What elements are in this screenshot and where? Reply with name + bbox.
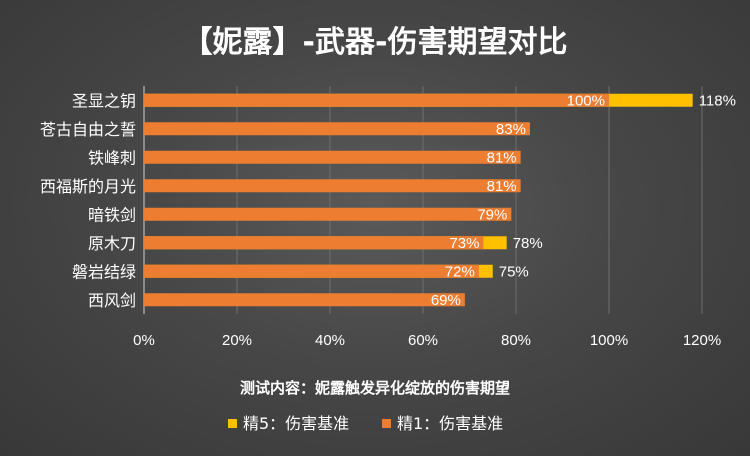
- category-label: 原木刀: [88, 234, 136, 253]
- legend-item: 精1：伤害基准: [382, 414, 503, 433]
- data-label-refine1: 83%: [496, 121, 526, 138]
- category-label: 铁峰刺: [88, 148, 136, 167]
- data-label-refine1: 81%: [487, 149, 517, 166]
- legend-label: 精1：伤害基准: [397, 414, 503, 433]
- legend-swatch: [382, 419, 391, 428]
- category-label: 圣显之钥: [72, 91, 136, 110]
- category-label: 西风剑: [88, 291, 136, 310]
- legend: 精5：伤害基准 精1：伤害基准: [228, 414, 503, 433]
- category-label: 西福斯的月光: [40, 177, 136, 196]
- legend-swatch: [228, 419, 237, 428]
- x-tick-label: 0%: [133, 332, 155, 349]
- data-label-refine1: 72%: [445, 263, 475, 280]
- data-label-refine5: 78%: [513, 235, 543, 252]
- grid-layer: [143, 86, 703, 314]
- category-label: 苍古自由之誓: [40, 120, 136, 139]
- bar-refine1: [144, 293, 465, 307]
- data-label-refine5: 118%: [699, 92, 736, 109]
- bar-refine1: [144, 207, 512, 221]
- x-tick-label: 80%: [501, 332, 531, 349]
- bar-refine1: [144, 179, 521, 193]
- chart-subtitle: 测试内容：妮露触发异化绽放的伤害期望: [240, 379, 510, 397]
- axis-tick-labels: 0% 20% 40% 60% 80% 100% 120%: [133, 332, 721, 349]
- bar-refine1: [144, 122, 530, 136]
- bars-layer: [144, 93, 693, 307]
- x-tick-label: 120%: [683, 332, 721, 349]
- legend-label: 精5：伤害基准: [243, 414, 349, 433]
- x-tick-label: 40%: [315, 332, 345, 349]
- data-label-refine1: 73%: [449, 235, 479, 252]
- x-tick-label: 20%: [222, 332, 252, 349]
- bar-refine1: [144, 93, 609, 107]
- data-label-refine1: 81%: [487, 178, 517, 195]
- bar-refine1: [144, 264, 479, 278]
- data-label-refine1: 79%: [477, 206, 507, 223]
- data-label-refine5: 75%: [499, 263, 529, 280]
- legend-item: 精5：伤害基准: [228, 414, 349, 433]
- category-label: 暗铁剑: [88, 205, 136, 224]
- x-tick-label: 60%: [408, 332, 438, 349]
- data-labels: 100% 118% 83% 81% 81% 79% 73% 78% 72% 75% 69%: [431, 92, 736, 309]
- chart-title: 【妮露】-武器-伤害期望对比: [183, 25, 568, 60]
- bar-refine1: [144, 150, 521, 164]
- data-label-refine1: 100%: [567, 92, 605, 109]
- category-label: 磐岩结绿: [72, 262, 136, 281]
- data-label-refine1: 69%: [431, 292, 461, 309]
- bar-refine1: [144, 236, 484, 250]
- x-tick-label: 100%: [590, 332, 628, 349]
